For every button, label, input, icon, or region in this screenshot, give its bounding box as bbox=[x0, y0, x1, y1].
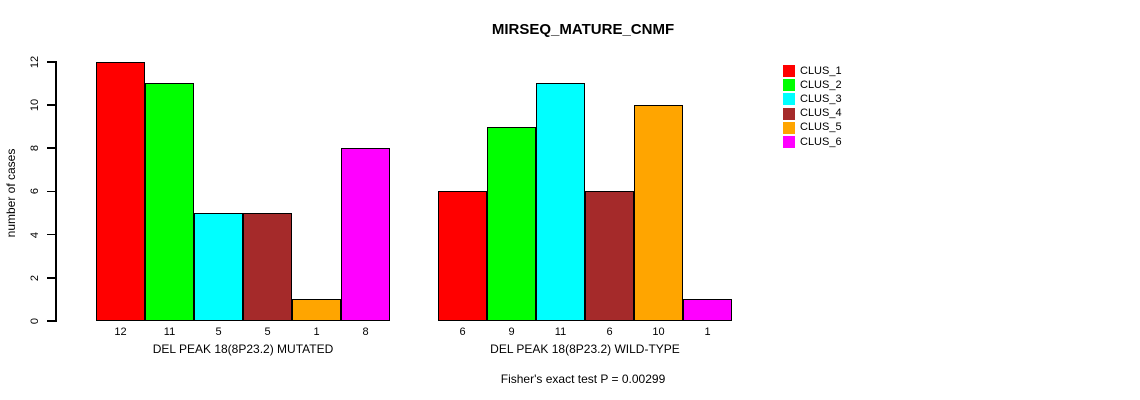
legend-item-label: CLUS_5 bbox=[800, 121, 842, 134]
y-axis-tick bbox=[47, 104, 55, 106]
legend-item-label: CLUS_4 bbox=[800, 107, 842, 120]
legend-item: CLUS_6 bbox=[783, 135, 842, 149]
y-axis-tick-label: 2 bbox=[29, 274, 41, 281]
legend-color-swatch bbox=[783, 79, 795, 92]
legend-color-swatch bbox=[783, 65, 795, 78]
bar-value-label: 1 bbox=[313, 326, 320, 338]
y-axis-tick-label: 6 bbox=[29, 188, 41, 195]
bar-clus-1-group1 bbox=[96, 61, 145, 321]
bar-value-label: 6 bbox=[606, 326, 613, 338]
legend-color-swatch bbox=[783, 136, 795, 149]
bar-clus-2-group1 bbox=[145, 83, 194, 321]
y-axis-label: number of cases bbox=[4, 148, 18, 238]
bar-clus-3-group2 bbox=[536, 83, 585, 321]
bar-clus-1-group2 bbox=[438, 191, 487, 321]
bar-clus-5-group2 bbox=[634, 105, 683, 321]
legend-item: CLUS_1 bbox=[783, 64, 842, 78]
y-axis-tick bbox=[47, 233, 55, 236]
legend-item: CLUS_2 bbox=[783, 78, 842, 92]
y-axis-tick bbox=[47, 147, 55, 149]
bar-clus-5-group1 bbox=[292, 299, 341, 321]
legend-item: CLUS_3 bbox=[783, 92, 842, 106]
y-axis-tick-label: 4 bbox=[29, 231, 41, 238]
legend-item-label: CLUS_2 bbox=[800, 78, 842, 91]
bar-clus-3-group1 bbox=[194, 213, 243, 321]
bar-value-label: 1 bbox=[704, 326, 711, 338]
bar-value-label: 8 bbox=[362, 326, 369, 338]
bar-value-label: 5 bbox=[215, 326, 222, 338]
y-axis-tick-label: 10 bbox=[29, 98, 41, 112]
bar-clus-2-group2 bbox=[487, 126, 536, 321]
bar-value-label: 9 bbox=[508, 326, 515, 338]
y-axis-tick bbox=[47, 277, 55, 279]
chart-title: MIRSEQ_MATURE_CNMF bbox=[491, 21, 675, 38]
legend-item-label: CLUS_1 bbox=[800, 64, 842, 77]
y-axis-tick-label: 0 bbox=[29, 317, 41, 325]
bar-value-label: 5 bbox=[264, 326, 271, 338]
legend-item: CLUS_4 bbox=[783, 107, 842, 121]
bar-clus-4-group1 bbox=[243, 213, 292, 321]
bar-clus-6-group2 bbox=[683, 299, 732, 321]
y-axis-tick bbox=[47, 61, 55, 63]
bar-value-label: 6 bbox=[459, 326, 466, 338]
legend-color-swatch bbox=[783, 93, 795, 106]
bar-clus-6-group1 bbox=[341, 148, 390, 321]
y-axis-tick-label: 8 bbox=[29, 145, 41, 152]
bar-value-label: 11 bbox=[554, 326, 567, 338]
legend-item: CLUS_5 bbox=[783, 121, 842, 135]
bar-value-label: 12 bbox=[114, 326, 127, 338]
y-axis-tick bbox=[47, 190, 55, 193]
legend-item-label: CLUS_6 bbox=[800, 135, 842, 148]
legend: CLUS_1 CLUS_2 CLUS_3 CLUS_4 CLUS_5 CLUS_6 bbox=[783, 64, 842, 149]
legend-color-swatch bbox=[783, 107, 795, 120]
x-axis-group-label: DEL PEAK 18(8P23.2) WILD-TYPE bbox=[490, 342, 680, 356]
fisher-test-caption: Fisher's exact test P = 0.00299 bbox=[500, 372, 666, 386]
legend-color-swatch bbox=[783, 121, 795, 134]
bar-clus-4-group2 bbox=[585, 191, 634, 321]
y-axis-tick bbox=[47, 320, 55, 322]
y-axis-line bbox=[55, 61, 57, 322]
legend-item-label: CLUS_3 bbox=[800, 92, 842, 105]
bar-value-label: 11 bbox=[163, 326, 176, 338]
y-axis-tick-label: 12 bbox=[29, 55, 41, 68]
x-axis-group-label: DEL PEAK 18(8P23.2) MUTATED bbox=[152, 342, 334, 356]
bar-value-label: 10 bbox=[652, 326, 665, 338]
